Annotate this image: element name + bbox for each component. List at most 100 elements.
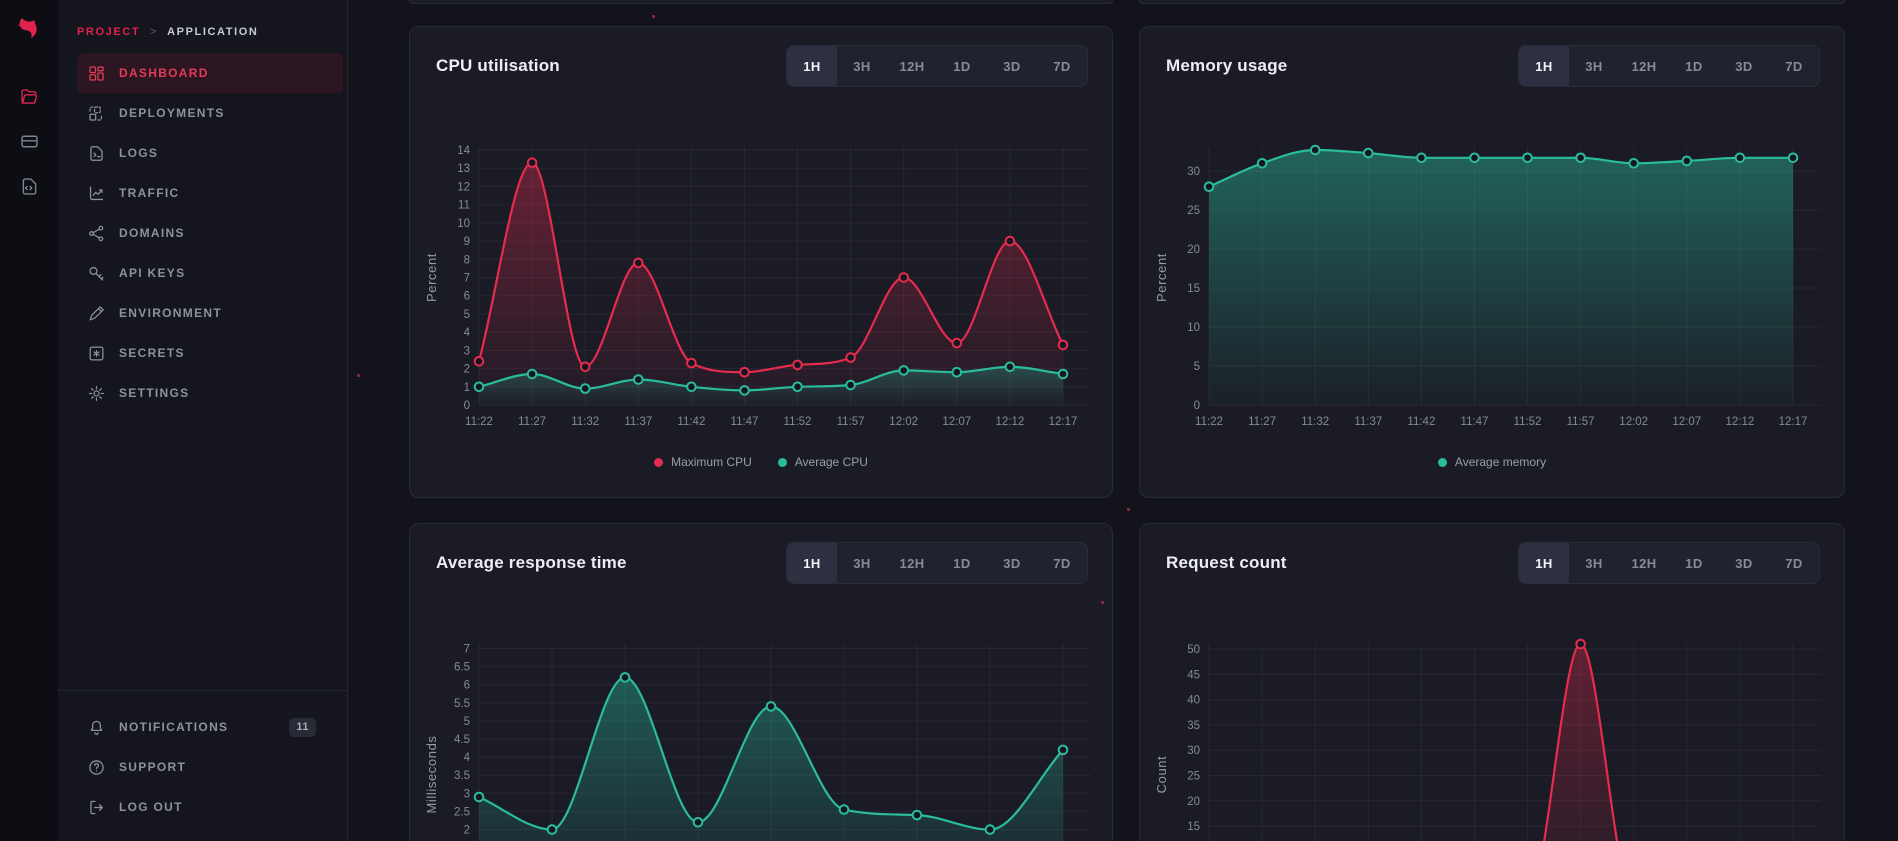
legend-item[interactable]: Average memory <box>1437 455 1547 469</box>
memory-usage-card: 0 5 10 15 20 25 30 11:22 11:27 11:32 11:37 11:42 11:… <box>1139 26 1845 498</box>
server-icon[interactable] <box>19 131 40 152</box>
range-button-7d[interactable]: 7D <box>1037 46 1087 86</box>
svg-text:15: 15 <box>1187 283 1200 295</box>
svg-text:8: 8 <box>464 254 470 266</box>
svg-text:11:37: 11:37 <box>624 416 652 428</box>
svg-text:5.5: 5.5 <box>454 698 470 710</box>
range-button-1d[interactable]: 1D <box>937 46 987 86</box>
sidebar-item-logs[interactable]: LOGS <box>77 133 343 173</box>
cpu-utilisation-card: 0 1 2 3 4 5 6 7 8 9 10 11 12 13 14 11:22 11:27 11:32 11:37… <box>409 26 1113 498</box>
range-button-7d[interactable]: 7D <box>1037 543 1087 583</box>
legend-item[interactable]: Maximum CPU <box>654 455 752 469</box>
svg-text:12:12: 12:12 <box>1726 416 1755 428</box>
range-button-12h[interactable]: 12H <box>1619 46 1669 86</box>
range-button-3d[interactable]: 3D <box>987 543 1037 583</box>
range-button-1h[interactable]: 1H <box>1519 46 1569 86</box>
chart-legend: Average memory <box>1140 455 1844 469</box>
breadcrumb-project[interactable]: PROJECT <box>77 26 141 38</box>
sidebar-item-dashboard[interactable]: DASHBOARD <box>77 53 343 93</box>
breadcrumb-application[interactable]: APPLICATION <box>167 26 259 38</box>
sidebar-item-api-keys[interactable]: API KEYS <box>77 253 343 293</box>
range-button-3h[interactable]: 3H <box>837 46 887 86</box>
icon-rail <box>0 0 59 841</box>
svg-text:3.5: 3.5 <box>454 770 470 782</box>
svg-text:11:47: 11:47 <box>1461 416 1489 428</box>
svg-text:11:37: 11:37 <box>1354 416 1382 428</box>
svg-text:12: 12 <box>457 181 470 193</box>
memory-chart-canvas: 0 5 10 15 20 25 30 11:22 11:27 11:32 11:37 11:42 11:… <box>1154 144 1821 428</box>
range-button-12h[interactable]: 12H <box>887 543 937 583</box>
legend-dot-icon <box>777 457 787 467</box>
range-button-12h[interactable]: 12H <box>887 46 937 86</box>
range-button-12h[interactable]: 12H <box>1619 543 1669 583</box>
range-button-1h[interactable]: 1H <box>787 543 837 583</box>
svg-text:20: 20 <box>1187 244 1200 256</box>
svg-text:12:17: 12:17 <box>1779 416 1808 428</box>
file-code-icon[interactable] <box>19 176 40 197</box>
range-button-3h[interactable]: 3H <box>837 543 887 583</box>
svg-text:11:27: 11:27 <box>1248 416 1276 428</box>
svg-text:11:42: 11:42 <box>1407 416 1435 428</box>
response-time-card: 2 2.5 3 3.5 4 4.5 5 5.5 6 6.5 7 Milliseconds Averag… <box>409 523 1113 841</box>
sidebar-menu: DASHBOARD DEPLOYMENTS LOGS TRAFFIC DOMAINS AP… <box>58 53 347 413</box>
folder-icon[interactable] <box>19 86 40 107</box>
sidebar-item-log-out[interactable]: LOG OUT <box>77 787 343 827</box>
time-range-group: 1H 3H 12H 1D 3D 7D <box>1518 45 1820 87</box>
range-button-1h[interactable]: 1H <box>787 46 837 86</box>
sidebar-item-domains[interactable]: DOMAINS <box>77 213 343 253</box>
sidebar-item-settings[interactable]: SETTINGS <box>77 373 343 413</box>
nest-logo-icon[interactable] <box>14 16 44 46</box>
range-button-1d[interactable]: 1D <box>937 543 987 583</box>
previous-card-edge <box>409 0 1113 4</box>
sidebar-item-label: LOG OUT <box>119 800 183 814</box>
svg-text:11: 11 <box>458 200 470 212</box>
range-button-3d[interactable]: 3D <box>987 46 1037 86</box>
svg-text:12:07: 12:07 <box>1672 416 1701 428</box>
sidebar-item-notifications[interactable]: NOTIFICATIONS 11 <box>77 707 343 747</box>
time-range-group: 1H 3H 12H 1D 3D 7D <box>786 45 1088 87</box>
sidebar-item-environment[interactable]: ENVIRONMENT <box>77 293 343 333</box>
svg-text:10: 10 <box>457 218 470 230</box>
range-button-3h[interactable]: 3H <box>1569 46 1619 86</box>
range-button-1h[interactable]: 1H <box>1519 543 1569 583</box>
sidebar-item-support[interactable]: SUPPORT <box>77 747 343 787</box>
svg-text:6: 6 <box>464 291 470 303</box>
svg-text:11:57: 11:57 <box>837 416 865 428</box>
svg-text:Percent: Percent <box>424 253 439 302</box>
svg-text:11:42: 11:42 <box>677 416 705 428</box>
sidebar-item-traffic[interactable]: TRAFFIC <box>77 173 343 213</box>
svg-text:11:22: 11:22 <box>1195 416 1223 428</box>
sidebar-item-label: DASHBOARD <box>119 66 209 80</box>
svg-text:11:47: 11:47 <box>731 416 759 428</box>
previous-card-edge <box>1139 0 1845 4</box>
chart-legend: Maximum CPU Average CPU <box>410 455 1112 469</box>
legend-item[interactable]: Average CPU <box>777 455 868 469</box>
environment-icon <box>87 304 106 323</box>
sidebar-item-label: ENVIRONMENT <box>119 306 222 320</box>
range-button-3d[interactable]: 3D <box>1719 543 1769 583</box>
request-count-card: 15 20 25 30 35 40 45 50 Count Request count 1H 3H… <box>1139 523 1845 841</box>
sidebar-item-deployments[interactable]: DEPLOYMENTS <box>77 93 343 133</box>
range-button-3h[interactable]: 3H <box>1569 543 1619 583</box>
sidebar-item-label: SETTINGS <box>119 386 190 400</box>
svg-text:11:27: 11:27 <box>518 416 546 428</box>
sidebar: PROJECT > APPLICATION DASHBOARD DEPLOYMEN… <box>58 0 348 841</box>
legend-label: Average CPU <box>794 455 868 469</box>
svg-text:12:02: 12:02 <box>1619 416 1648 428</box>
range-button-1d[interactable]: 1D <box>1669 46 1719 86</box>
range-button-1d[interactable]: 1D <box>1669 543 1719 583</box>
sidebar-item-secrets[interactable]: SECRETS <box>77 333 343 373</box>
sidebar-item-label: TRAFFIC <box>119 186 180 200</box>
request-count-chart-canvas: 15 20 25 30 35 40 45 50 Count <box>1154 638 1821 841</box>
svg-text:2: 2 <box>464 364 470 376</box>
range-button-3d[interactable]: 3D <box>1719 46 1769 86</box>
deployments-icon <box>87 104 106 123</box>
range-button-7d[interactable]: 7D <box>1769 46 1819 86</box>
svg-text:Count: Count <box>1154 756 1169 794</box>
sparkle-decoration <box>1127 508 1130 511</box>
range-button-7d[interactable]: 7D <box>1769 543 1819 583</box>
card-title: CPU utilisation <box>436 56 560 75</box>
legend-label: Average memory <box>1454 455 1547 469</box>
svg-text:2: 2 <box>464 825 470 837</box>
